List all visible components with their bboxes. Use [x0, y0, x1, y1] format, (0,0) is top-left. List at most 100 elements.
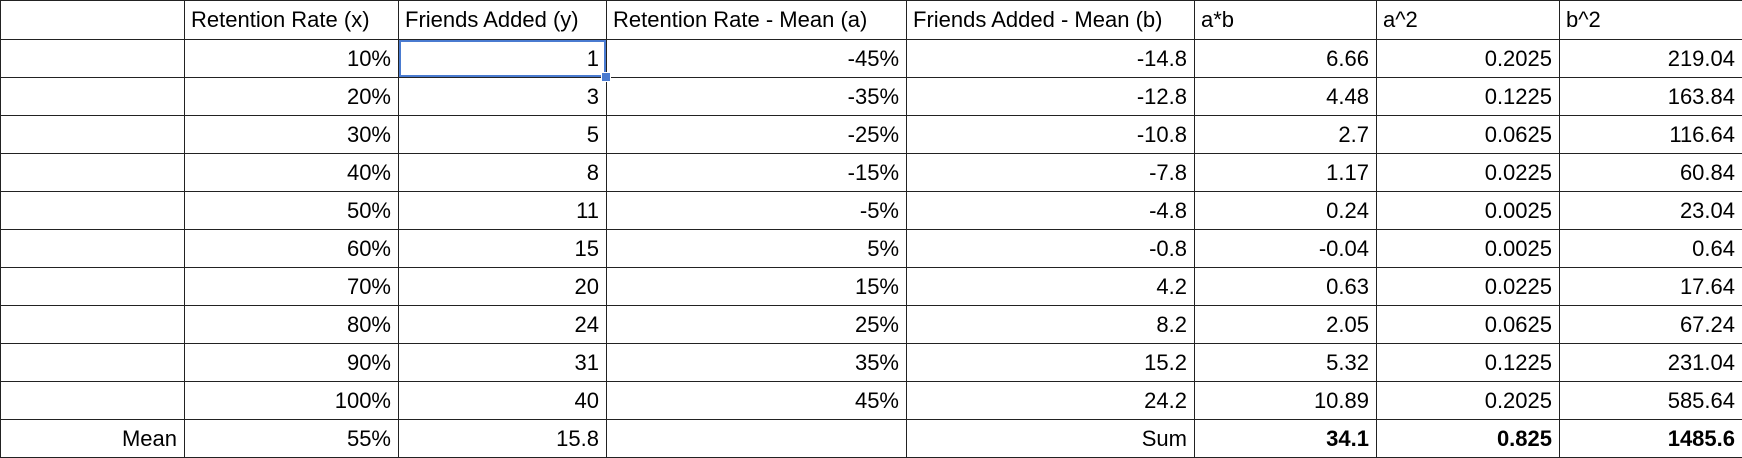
cell[interactable]: 45%	[606, 381, 907, 420]
cell[interactable]: 163.84	[1559, 77, 1742, 116]
cell[interactable]: 0.1225	[1376, 77, 1560, 116]
cell[interactable]: 0.24	[1194, 191, 1377, 230]
cell[interactable]: 0.64	[1559, 229, 1742, 268]
cell[interactable]: 8	[398, 153, 607, 192]
cell[interactable]: -35%	[606, 77, 907, 116]
cell[interactable]: 15.2	[906, 343, 1195, 382]
cell[interactable]: 4.48	[1194, 77, 1377, 116]
cell[interactable]: 70%	[184, 267, 399, 306]
cell[interactable]: 2.7	[1194, 115, 1377, 154]
cell[interactable]: -7.8	[906, 153, 1195, 192]
cell[interactable]	[0, 343, 185, 382]
cell[interactable]: -0.8	[906, 229, 1195, 268]
cell[interactable]: 585.64	[1559, 381, 1742, 420]
row: 100% 40 45% 24.2 10.89 0.2025 585.64	[0, 381, 1742, 420]
cell[interactable]: 2.05	[1194, 305, 1377, 344]
cell[interactable]	[0, 305, 185, 344]
cell[interactable]: 24	[398, 305, 607, 344]
cell[interactable]: 1.17	[1194, 153, 1377, 192]
cell[interactable]	[0, 153, 185, 192]
cell[interactable]: -10.8	[906, 115, 1195, 154]
cell[interactable]: 50%	[184, 191, 399, 230]
cell[interactable]: 0.825	[1376, 419, 1560, 458]
row: 60% 15 5% -0.8 -0.04 0.0025 0.64	[0, 229, 1742, 268]
cell[interactable]: 0.63	[1194, 267, 1377, 306]
cell[interactable]: 10%	[184, 39, 399, 78]
cell[interactable]: Retention Rate (x)	[184, 0, 399, 40]
cell[interactable]: 4.2	[906, 267, 1195, 306]
cell[interactable]: 40	[398, 381, 607, 420]
cell[interactable]: 5.32	[1194, 343, 1377, 382]
cell[interactable]: 60.84	[1559, 153, 1742, 192]
cell[interactable]	[606, 419, 907, 458]
cell[interactable]: 116.64	[1559, 115, 1742, 154]
cell[interactable]: a*b	[1194, 0, 1377, 40]
cell[interactable]: 60%	[184, 229, 399, 268]
cell[interactable]: 3	[398, 77, 607, 116]
cell[interactable]: Friends Added (y)	[398, 0, 607, 40]
row: Retention Rate (x) Friends Added (y) Reten…	[0, 0, 1742, 40]
cell[interactable]	[0, 0, 185, 40]
cell[interactable]: 40%	[184, 153, 399, 192]
cell[interactable]: 5	[398, 115, 607, 154]
cell[interactable]	[0, 267, 185, 306]
cell[interactable]: 23.04	[1559, 191, 1742, 230]
cell[interactable]: 0.2025	[1376, 381, 1560, 420]
cell[interactable]: 55%	[184, 419, 399, 458]
cell[interactable]: 0.2025	[1376, 39, 1560, 78]
cell[interactable]: Friends Added - Mean (b)	[906, 0, 1195, 40]
cell[interactable]	[0, 77, 185, 116]
cell[interactable]: -4.8	[906, 191, 1195, 230]
cell[interactable]: 20	[398, 267, 607, 306]
cell[interactable]: 15%	[606, 267, 907, 306]
cell[interactable]: 100%	[184, 381, 399, 420]
cell[interactable]: 1	[398, 39, 611, 82]
cell[interactable]: 0.1225	[1376, 343, 1560, 382]
cell[interactable]	[0, 115, 185, 154]
cell[interactable]: Retention Rate - Mean (a)	[606, 0, 907, 40]
cell[interactable]: 15	[398, 229, 607, 268]
cell[interactable]: -25%	[606, 115, 907, 154]
cell[interactable]: 90%	[184, 343, 399, 382]
cell[interactable]: 0.0625	[1376, 305, 1560, 344]
cell[interactable]: -45%	[606, 39, 907, 78]
cell[interactable]: 6.66	[1194, 39, 1377, 78]
cell[interactable]: Mean	[0, 419, 185, 458]
cell[interactable]: -14.8	[906, 39, 1195, 78]
cell[interactable]: 8.2	[906, 305, 1195, 344]
cell[interactable]	[0, 381, 185, 420]
cell[interactable]: 1485.6	[1559, 419, 1742, 458]
cell[interactable]: 30%	[184, 115, 399, 154]
cell[interactable]: 34.1	[1194, 419, 1377, 458]
cell[interactable]: a^2	[1376, 0, 1560, 40]
cell[interactable]: 0.0225	[1376, 267, 1560, 306]
cell[interactable]: 20%	[184, 77, 399, 116]
cell[interactable]: -12.8	[906, 77, 1195, 116]
cell[interactable]: 0.0025	[1376, 191, 1560, 230]
cell[interactable]: -0.04	[1194, 229, 1377, 268]
cell[interactable]: 11	[398, 191, 607, 230]
cell[interactable]: 25%	[606, 305, 907, 344]
cell[interactable]: 0.0025	[1376, 229, 1560, 268]
cell[interactable]: -5%	[606, 191, 907, 230]
cell[interactable]: 15.8	[398, 419, 607, 458]
cell[interactable]: 80%	[184, 305, 399, 344]
cell[interactable]: 31	[398, 343, 607, 382]
cell[interactable]	[0, 229, 185, 268]
cell[interactable]: 219.04	[1559, 39, 1742, 78]
cell[interactable]: 0.0625	[1376, 115, 1560, 154]
cell[interactable]: 231.04	[1559, 343, 1742, 382]
cell[interactable]: 0.0225	[1376, 153, 1560, 192]
cell[interactable]: 35%	[606, 343, 907, 382]
cell[interactable]: b^2	[1559, 0, 1742, 40]
cell[interactable]	[0, 39, 185, 78]
cell[interactable]: 67.24	[1559, 305, 1742, 344]
cell[interactable]	[0, 191, 185, 230]
cell[interactable]: -15%	[606, 153, 907, 192]
cell[interactable]: 24.2	[906, 381, 1195, 420]
cell[interactable]: 5%	[606, 229, 907, 268]
cell[interactable]: Sum	[906, 419, 1195, 458]
cell[interactable]: 10.89	[1194, 381, 1377, 420]
cell[interactable]: 17.64	[1559, 267, 1742, 306]
